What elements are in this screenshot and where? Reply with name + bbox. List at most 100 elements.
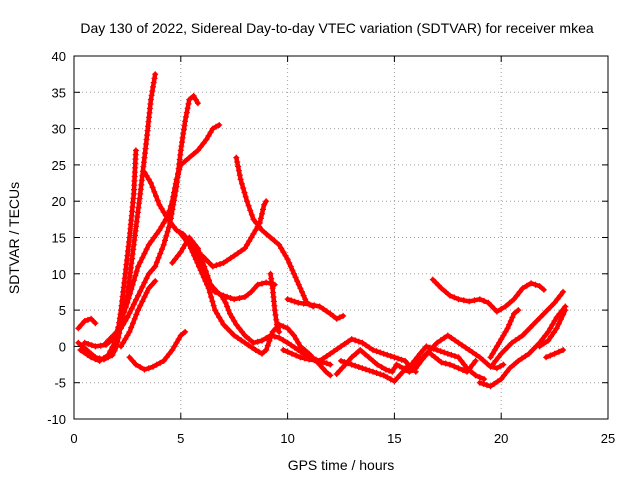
plus-marker bbox=[128, 286, 135, 293]
y-tick-label: 5 bbox=[59, 303, 66, 318]
plus-marker bbox=[558, 316, 564, 323]
plus-marker bbox=[194, 245, 201, 252]
plus-marker bbox=[554, 296, 561, 303]
series-s14 bbox=[284, 296, 347, 322]
plus-marker bbox=[393, 361, 400, 368]
plus-marker bbox=[336, 314, 343, 321]
plus-marker bbox=[175, 252, 181, 259]
plus-marker bbox=[476, 374, 483, 381]
plus-marker bbox=[536, 283, 543, 290]
plus-marker bbox=[170, 193, 177, 200]
plus-marker bbox=[145, 285, 152, 292]
series-s13 bbox=[267, 270, 283, 335]
plus-marker bbox=[468, 368, 475, 375]
plus-marker bbox=[187, 245, 194, 252]
plus-marker bbox=[311, 302, 318, 309]
plus-marker bbox=[398, 356, 405, 363]
plus-marker bbox=[484, 360, 490, 367]
plus-marker bbox=[202, 278, 209, 285]
plus-marker bbox=[284, 339, 291, 346]
plus-marker bbox=[294, 278, 301, 285]
plus-marker bbox=[139, 283, 146, 290]
plus-marker bbox=[241, 189, 248, 196]
series-s20 bbox=[476, 303, 569, 390]
plus-marker bbox=[387, 376, 394, 383]
plus-marker bbox=[419, 354, 426, 361]
plus-marker bbox=[405, 364, 412, 370]
plus-marker bbox=[122, 318, 129, 324]
plus-marker bbox=[378, 364, 385, 371]
plus-marker bbox=[205, 132, 212, 139]
plus-marker bbox=[276, 334, 283, 341]
plus-marker bbox=[515, 357, 522, 364]
plus-marker bbox=[148, 238, 155, 245]
plus-marker bbox=[420, 347, 427, 353]
plus-marker bbox=[157, 359, 164, 366]
series-s7 bbox=[126, 328, 189, 373]
plus-marker bbox=[275, 325, 281, 332]
plus-marker bbox=[278, 245, 285, 252]
plus-marker bbox=[153, 259, 160, 266]
plus-marker bbox=[182, 118, 189, 125]
plus-marker bbox=[84, 316, 91, 323]
plus-marker bbox=[77, 347, 84, 353]
plus-marker bbox=[340, 312, 347, 319]
plus-marker bbox=[163, 354, 170, 361]
plus-marker bbox=[492, 357, 499, 364]
plus-marker bbox=[498, 350, 505, 357]
plus-marker bbox=[182, 158, 189, 165]
plus-marker bbox=[428, 351, 435, 358]
plus-marker bbox=[132, 147, 139, 154]
plus-marker bbox=[348, 354, 355, 361]
plus-marker bbox=[81, 349, 87, 356]
plus-marker bbox=[149, 281, 155, 288]
plus-marker bbox=[254, 338, 261, 345]
plus-marker bbox=[460, 297, 467, 304]
plus-marker bbox=[203, 136, 210, 143]
plus-marker bbox=[183, 109, 190, 116]
plus-marker bbox=[550, 329, 557, 336]
plus-marker bbox=[118, 316, 125, 323]
plus-marker bbox=[143, 289, 150, 296]
plus-marker bbox=[88, 315, 95, 322]
plus-marker bbox=[284, 296, 291, 303]
plus-marker bbox=[301, 347, 308, 353]
plus-marker bbox=[109, 344, 116, 351]
series-s9 bbox=[169, 234, 334, 368]
plus-marker bbox=[264, 342, 271, 349]
plus-marker bbox=[353, 350, 359, 357]
plus-marker bbox=[127, 290, 134, 297]
plus-marker bbox=[500, 361, 507, 368]
plus-marker bbox=[248, 288, 255, 295]
plus-marker bbox=[451, 353, 458, 360]
plus-marker bbox=[503, 368, 510, 375]
plus-marker bbox=[374, 361, 381, 368]
plus-marker bbox=[512, 337, 519, 344]
plus-marker bbox=[267, 270, 274, 277]
plus-marker bbox=[507, 318, 514, 324]
plus-marker bbox=[417, 350, 423, 357]
plus-marker bbox=[511, 310, 517, 317]
plus-marker bbox=[377, 349, 384, 356]
plus-marker bbox=[147, 96, 154, 103]
y-tick-label: -10 bbox=[47, 412, 66, 427]
plus-marker bbox=[380, 372, 387, 379]
plus-marker bbox=[238, 337, 245, 344]
plus-marker bbox=[200, 140, 207, 147]
plus-marker bbox=[498, 376, 505, 383]
plus-marker bbox=[323, 353, 330, 360]
plus-marker bbox=[260, 206, 266, 213]
plus-marker bbox=[455, 354, 462, 361]
plus-marker bbox=[173, 176, 180, 183]
plus-marker bbox=[126, 328, 133, 335]
plus-marker bbox=[162, 237, 168, 244]
plus-marker bbox=[129, 357, 136, 364]
plus-marker bbox=[113, 328, 120, 335]
plus-marker bbox=[341, 341, 348, 347]
plus-marker bbox=[384, 351, 391, 358]
plus-marker bbox=[231, 318, 238, 324]
plus-marker bbox=[269, 328, 276, 335]
plus-marker bbox=[149, 88, 156, 95]
plus-marker bbox=[543, 354, 550, 361]
plus-marker bbox=[250, 230, 257, 237]
